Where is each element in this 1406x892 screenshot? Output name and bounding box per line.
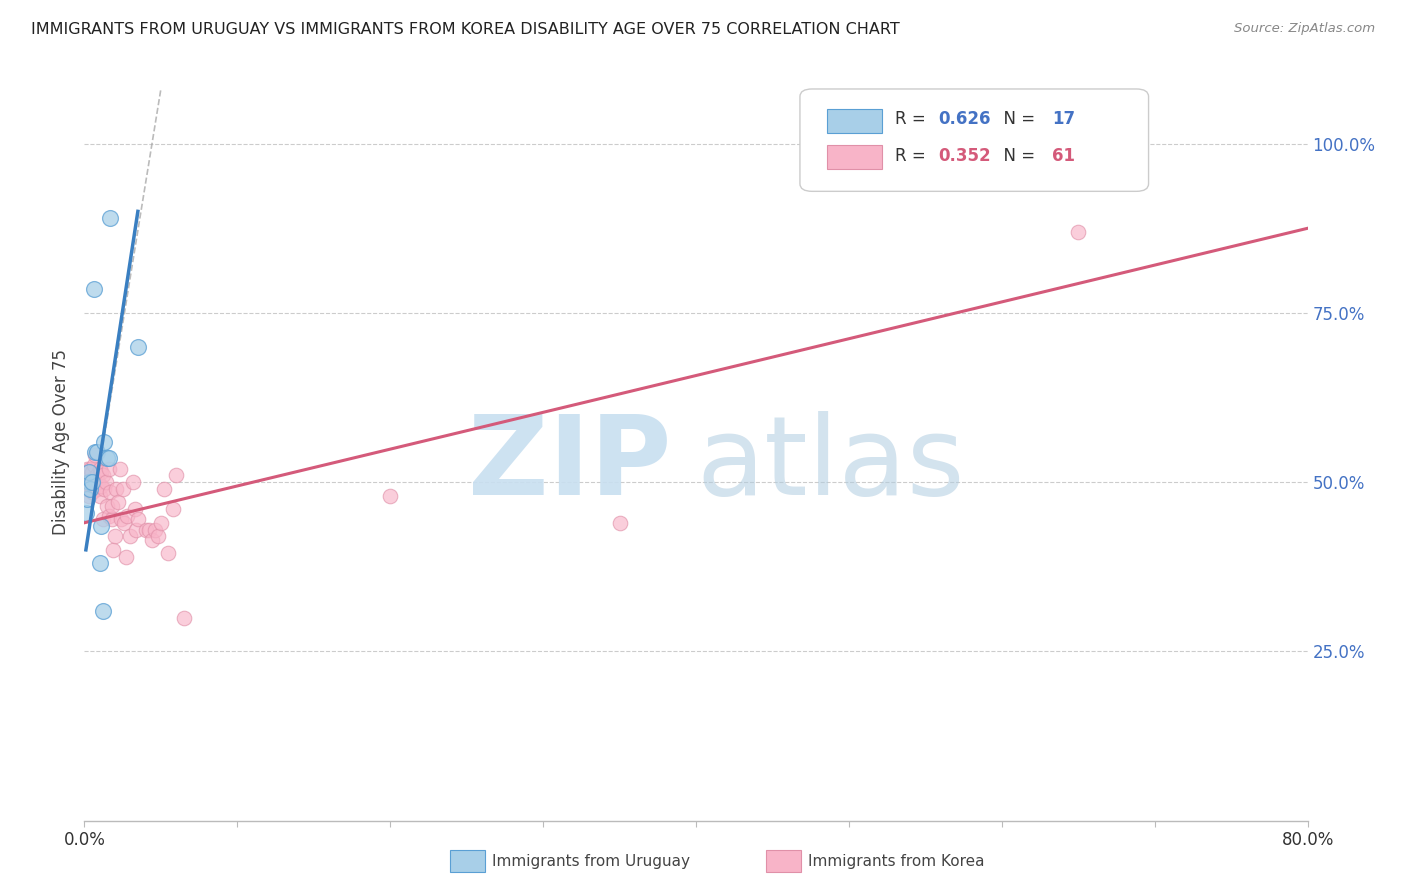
Point bbox=[127, 340, 149, 354]
Point bbox=[93, 434, 115, 449]
Point bbox=[91, 604, 114, 618]
Text: Source: ZipAtlas.com: Source: ZipAtlas.com bbox=[1234, 22, 1375, 36]
FancyBboxPatch shape bbox=[827, 145, 882, 169]
Point bbox=[149, 516, 172, 530]
Point bbox=[114, 549, 136, 564]
Text: Immigrants from Uruguay: Immigrants from Uruguay bbox=[492, 855, 690, 869]
Point bbox=[79, 461, 101, 475]
Point bbox=[108, 461, 131, 475]
Point bbox=[90, 465, 112, 479]
Point bbox=[97, 461, 120, 475]
Point bbox=[173, 610, 195, 624]
Point bbox=[103, 542, 125, 557]
FancyBboxPatch shape bbox=[827, 109, 882, 133]
Point bbox=[101, 499, 124, 513]
Point bbox=[162, 502, 184, 516]
Point bbox=[111, 482, 134, 496]
Point bbox=[125, 523, 148, 537]
Point bbox=[141, 533, 163, 547]
Point bbox=[101, 512, 124, 526]
Point bbox=[609, 516, 631, 530]
Point bbox=[153, 482, 176, 496]
Point bbox=[120, 529, 142, 543]
Y-axis label: Disability Age Over 75: Disability Age Over 75 bbox=[52, 349, 70, 534]
Point bbox=[79, 482, 101, 496]
Point bbox=[89, 557, 111, 571]
Point bbox=[76, 482, 98, 496]
Point bbox=[112, 516, 135, 530]
Text: Immigrants from Korea: Immigrants from Korea bbox=[808, 855, 986, 869]
Point bbox=[86, 482, 108, 496]
Point bbox=[165, 468, 187, 483]
Point bbox=[80, 465, 103, 479]
Point bbox=[115, 508, 138, 523]
Point bbox=[77, 465, 100, 479]
Point bbox=[83, 478, 105, 492]
Text: 17: 17 bbox=[1052, 111, 1076, 128]
Point bbox=[93, 482, 115, 496]
Text: N =: N = bbox=[993, 146, 1040, 165]
Text: 0.352: 0.352 bbox=[938, 146, 991, 165]
Point bbox=[91, 512, 114, 526]
Point bbox=[98, 211, 121, 226]
Point bbox=[104, 529, 127, 543]
Point bbox=[77, 489, 100, 503]
Point bbox=[79, 468, 101, 483]
Point bbox=[87, 475, 110, 490]
Point bbox=[79, 482, 101, 496]
Point bbox=[75, 506, 97, 520]
Point bbox=[96, 499, 118, 513]
Point bbox=[90, 519, 112, 533]
FancyBboxPatch shape bbox=[800, 89, 1149, 191]
Point bbox=[77, 475, 100, 490]
Point bbox=[138, 523, 160, 537]
Point bbox=[107, 495, 129, 509]
Text: atlas: atlas bbox=[696, 411, 965, 517]
Point bbox=[1067, 225, 1090, 239]
Point bbox=[80, 472, 103, 486]
Text: R =: R = bbox=[896, 146, 931, 165]
Point bbox=[97, 508, 120, 523]
Point bbox=[127, 512, 149, 526]
Text: N =: N = bbox=[993, 111, 1040, 128]
Point bbox=[96, 451, 118, 466]
Point bbox=[90, 478, 112, 492]
Text: 0.626: 0.626 bbox=[938, 111, 991, 128]
Point bbox=[122, 475, 145, 490]
Point bbox=[110, 512, 132, 526]
Point bbox=[77, 475, 100, 490]
Text: R =: R = bbox=[896, 111, 931, 128]
Point bbox=[97, 451, 120, 466]
Point bbox=[98, 485, 121, 500]
Point bbox=[83, 458, 105, 473]
Point bbox=[80, 475, 103, 490]
Point bbox=[86, 468, 108, 483]
Point bbox=[86, 444, 108, 458]
Point bbox=[84, 475, 107, 490]
Point bbox=[84, 448, 107, 462]
Point bbox=[75, 475, 97, 490]
Text: IMMIGRANTS FROM URUGUAY VS IMMIGRANTS FROM KOREA DISABILITY AGE OVER 75 CORRELAT: IMMIGRANTS FROM URUGUAY VS IMMIGRANTS FR… bbox=[31, 22, 900, 37]
Text: ZIP: ZIP bbox=[468, 411, 672, 517]
Point bbox=[143, 523, 166, 537]
Text: 61: 61 bbox=[1052, 146, 1076, 165]
Point bbox=[105, 482, 128, 496]
Point bbox=[89, 489, 111, 503]
Point bbox=[76, 492, 98, 507]
Point bbox=[89, 461, 111, 475]
Point bbox=[94, 475, 117, 490]
Point bbox=[91, 468, 114, 483]
Point bbox=[146, 529, 169, 543]
Point bbox=[84, 444, 107, 458]
Point bbox=[80, 485, 103, 500]
Point bbox=[380, 489, 402, 503]
Point bbox=[157, 546, 180, 560]
Point bbox=[124, 502, 146, 516]
Point bbox=[83, 282, 105, 296]
Point bbox=[135, 523, 157, 537]
Point bbox=[76, 461, 98, 475]
